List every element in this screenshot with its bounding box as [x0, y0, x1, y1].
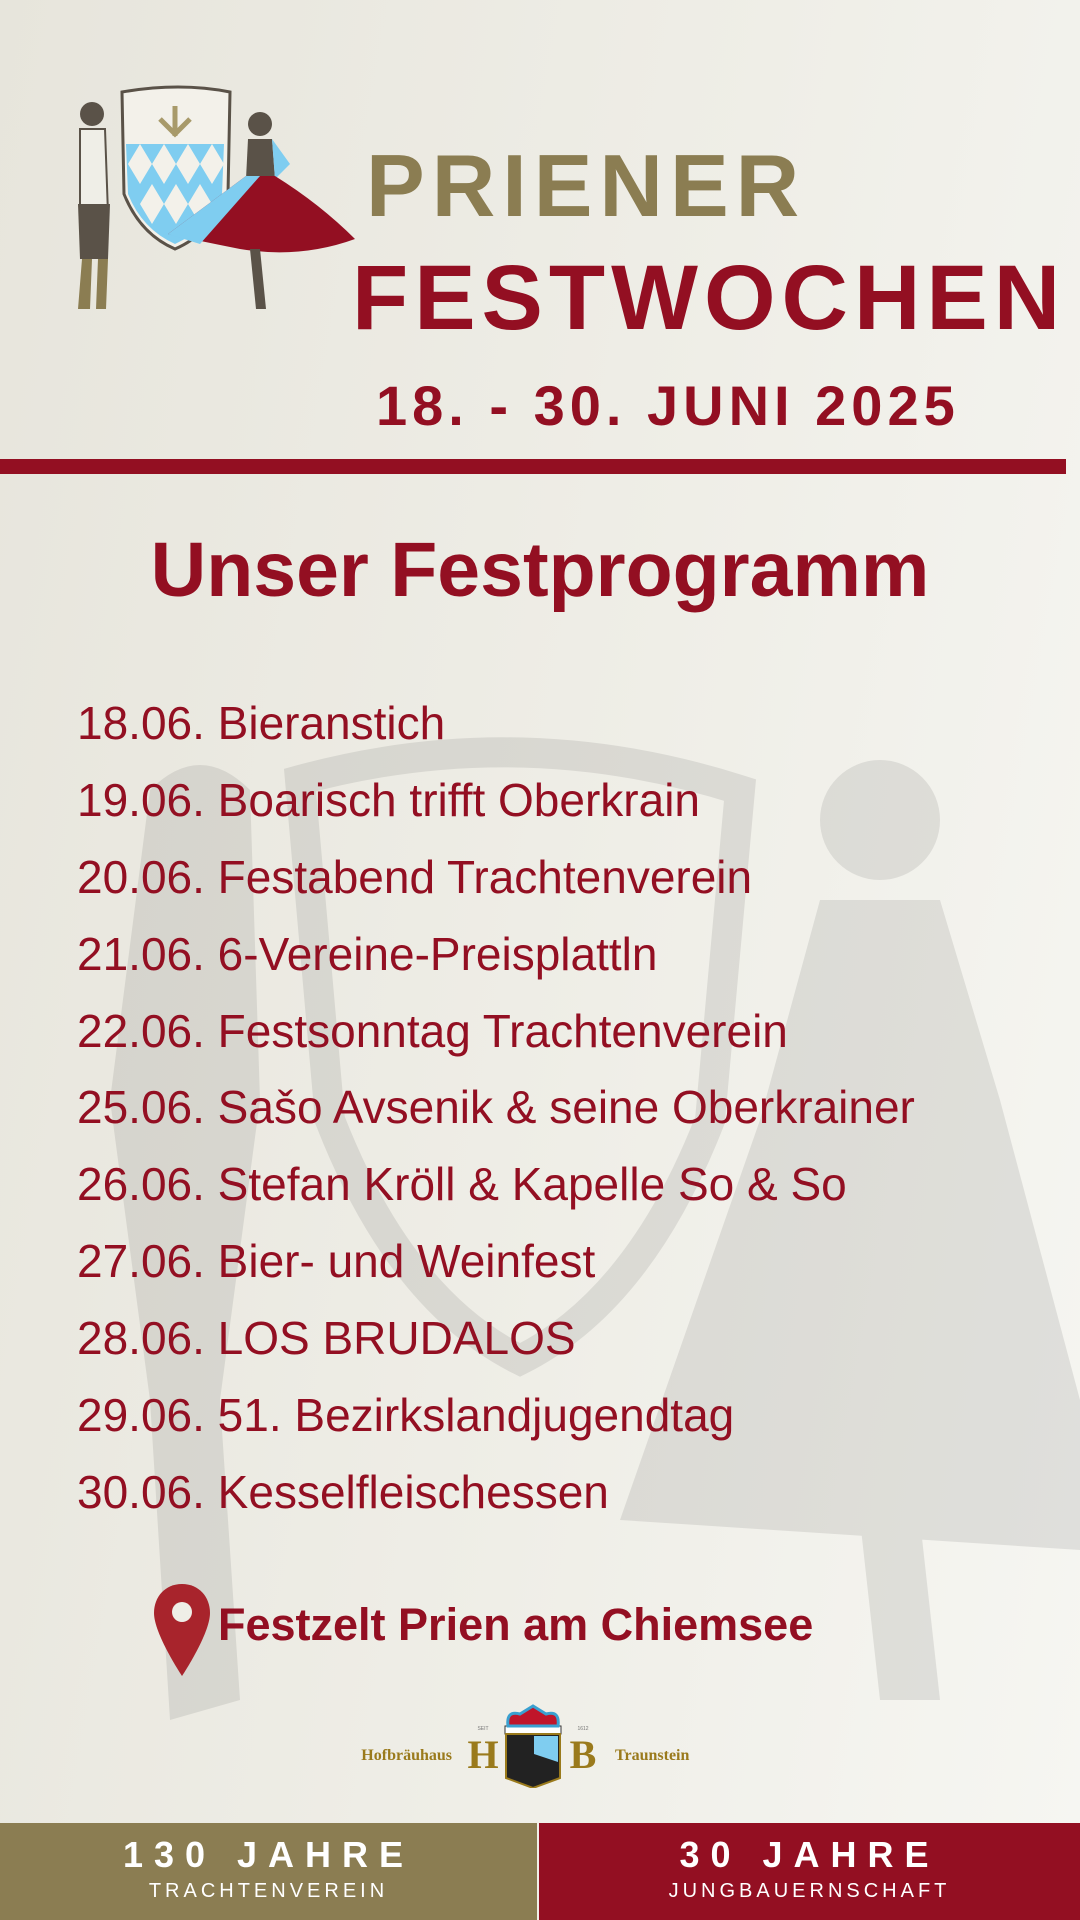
svg-text:B: B [570, 1732, 597, 1777]
footer-right-years: 30 JAHRE [679, 1833, 940, 1875]
program-title: Unser Festprogramm [150, 527, 930, 613]
list-item: 30.06. Kesselfleischessen [77, 1465, 609, 1518]
list-item: 27.06. Bier- und Weinfest [77, 1235, 596, 1288]
hofbraeuhaus-logo: Hofbräuhaus H B SEIT 1612 Traunstein [361, 1704, 689, 1788]
list-item: 18.06. Bieranstich [77, 697, 446, 749]
footer-trachtenverein: 130 JAHRE TRACHTENVEREIN [0, 1823, 537, 1920]
list-item: 29.06. 51. Bezirkslandjugendtag [77, 1389, 735, 1442]
dancers-watermark [110, 737, 1080, 1720]
sponsor-right: Traunstein [615, 1747, 689, 1764]
divider [0, 459, 1066, 474]
dancers-logo [78, 85, 355, 309]
svg-text:1612: 1612 [577, 1726, 588, 1732]
map-pin-icon [154, 1584, 210, 1676]
title-festwochen: FESTWOCHEN [352, 247, 1067, 349]
list-item: 19.06. Boarisch trifft Oberkrain [77, 773, 700, 826]
location-text: Festzelt Prien am Chiemsee [218, 1599, 814, 1650]
svg-text:SEIT: SEIT [477, 1726, 488, 1732]
program-list: 18.06. Bieranstich 19.06. Boarisch triff… [77, 694, 915, 1540]
footer-left-label: TRACHTENVEREIN [148, 1879, 389, 1902]
event-dates: 18. - 30. JUNI 2025 [376, 374, 960, 437]
list-item: 26.06. Stefan Kröll & Kapelle So & So [77, 1158, 847, 1211]
sponsor-left: Hofbräuhaus [361, 1747, 452, 1764]
location: Festzelt Prien am Chiemsee [152, 1582, 813, 1678]
title-priener: PRIENER [366, 136, 807, 235]
footer-left-years: 130 JAHRE [122, 1833, 415, 1875]
list-item: 28.06. LOS BRUDALOS [77, 1312, 576, 1365]
footer-right-label: JUNGBAUERNSCHAFT [668, 1879, 951, 1902]
list-item: 25.06. Sašo Avsenik & seine Oberkrainer [77, 1081, 915, 1134]
svg-text:H: H [467, 1732, 498, 1777]
footer-jungbauernschaft: 30 JAHRE JUNGBAUERNSCHAFT [539, 1823, 1080, 1920]
list-item: 20.06. Festabend Trachtenverein [77, 850, 753, 903]
list-item: 21.06. 6-Vereine-Preisplattln [77, 927, 658, 980]
list-item: 22.06. Festsonntag Trachtenverein [77, 1004, 788, 1057]
